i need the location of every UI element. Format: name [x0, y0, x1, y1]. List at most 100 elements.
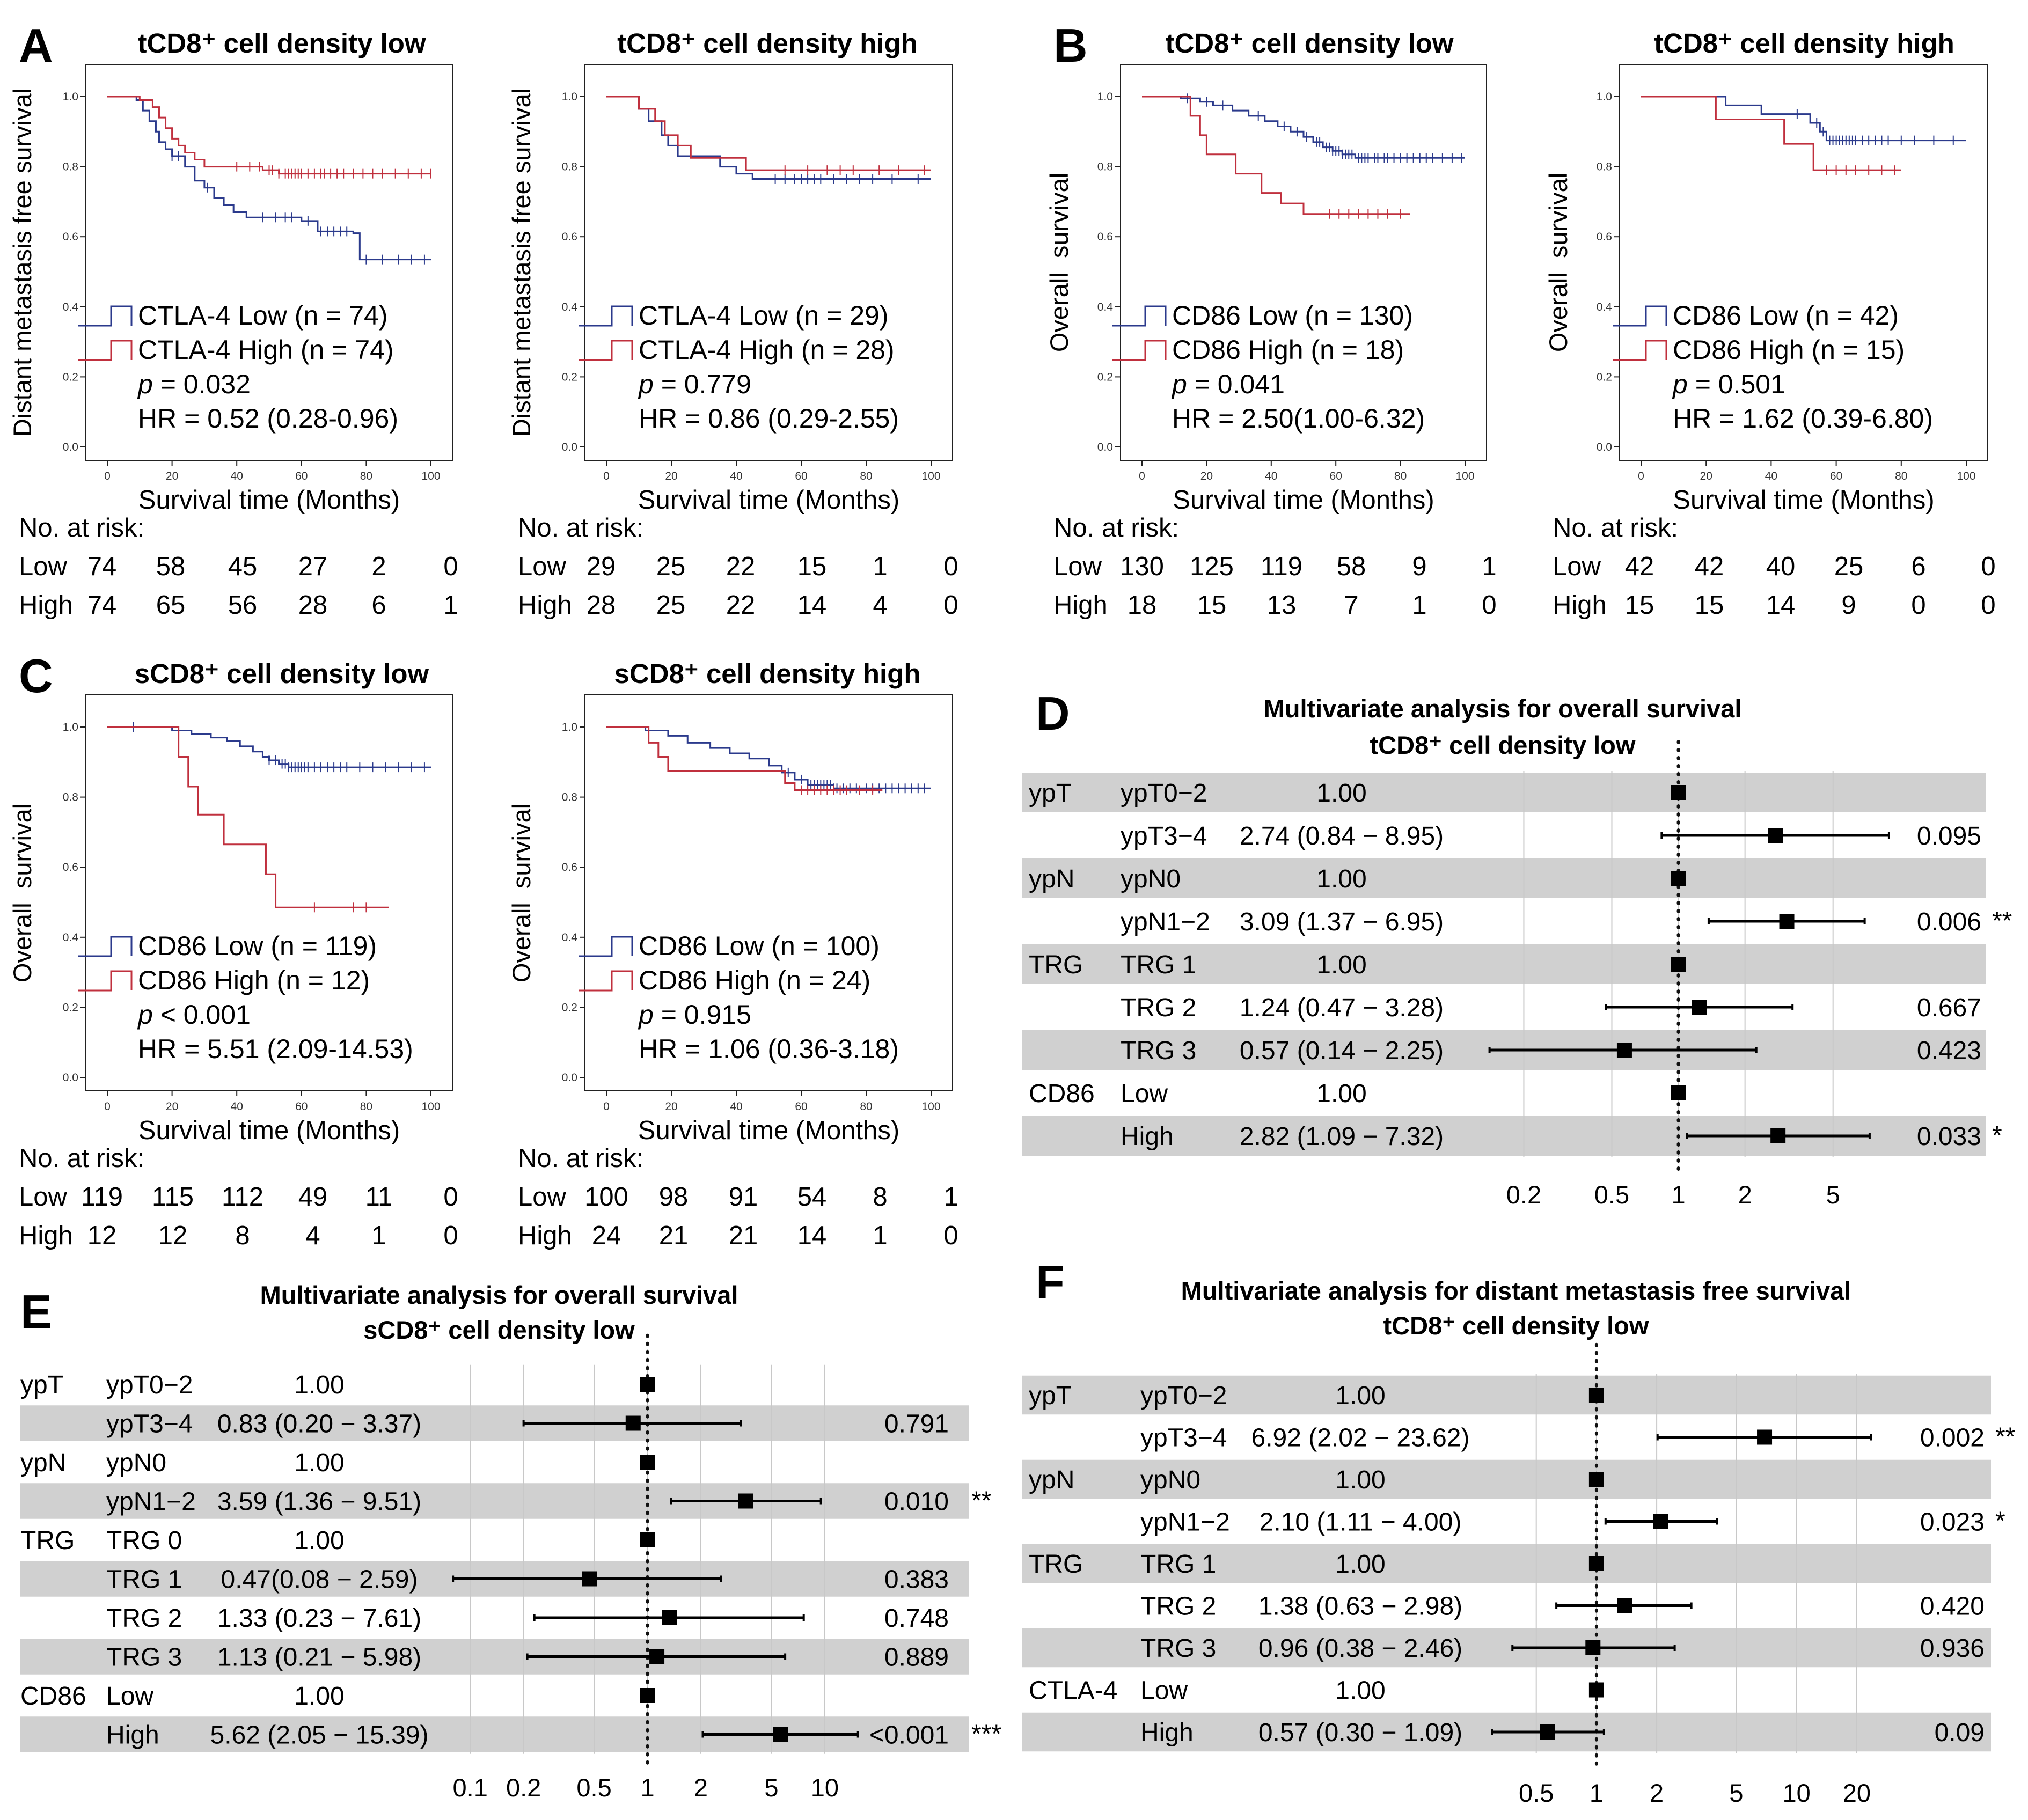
y-tick-label: 0.2: [1597, 371, 1612, 383]
legend-label-high: CD86 High (n = 12): [138, 965, 370, 995]
x-tick-label: 0: [104, 470, 111, 482]
panel-label: E: [20, 1285, 52, 1338]
estimate-label: 3.59 (1.36 − 9.51): [217, 1488, 421, 1516]
p-value: p = 0.779: [638, 369, 751, 399]
hr-point: [738, 1493, 753, 1509]
risk-group-label: High: [19, 591, 73, 620]
variable-label: ypN: [1029, 1466, 1074, 1494]
survival-curve-high: [1142, 96, 1410, 215]
km-panel-6: sCD8⁺ cell density high 0.0 0.2 0.4 0.6 0.8 1.…: [507, 658, 958, 1250]
risk-count: 1: [873, 552, 887, 581]
risk-count: 54: [797, 1183, 827, 1212]
risk-count: 0: [943, 552, 958, 581]
row-band: [1022, 773, 1986, 812]
y-tick-label: 0.2: [63, 1001, 78, 1014]
x-axis-label: Survival time (Months): [1173, 486, 1434, 515]
p-value-label: 0.002: [1920, 1424, 1985, 1452]
legend-label-high: CTLA-4 High (n = 74): [138, 335, 394, 365]
risk-count: 12: [87, 1221, 117, 1250]
y-axis-label: Overall survival: [8, 803, 36, 982]
p-value-text: = 0.501: [1688, 369, 1785, 399]
row-band: [1022, 858, 1986, 898]
p-value-text: < 0.001: [153, 1000, 251, 1030]
risk-count: 13: [1267, 591, 1297, 620]
risk-count: 0: [943, 591, 958, 620]
y-tick-label: 0.4: [1097, 301, 1114, 313]
risk-count: 4: [305, 1221, 320, 1250]
x-tick-label: 5: [764, 1773, 778, 1802]
estimate-label: 1.00: [1335, 1382, 1385, 1410]
p-value-label: 0.010: [884, 1488, 949, 1516]
p-value: p < 0.001: [137, 1000, 251, 1030]
hr-point: [1770, 1128, 1786, 1143]
panel-label: D: [1036, 687, 1070, 740]
estimate-label: 0.47(0.08 − 2.59): [221, 1566, 418, 1594]
legend-label-low: CD86 Low (n = 100): [639, 931, 880, 961]
x-tick-label: 80: [360, 470, 372, 482]
estimate-label: 1.33 (0.23 − 7.61): [217, 1604, 421, 1633]
legend-swatch-low: [78, 936, 133, 957]
risk-count: 115: [152, 1183, 194, 1212]
estimate-label: 2.10 (1.11 − 4.00): [1260, 1508, 1462, 1537]
plot-frame: [1120, 64, 1487, 461]
y-tick-label: 0.2: [562, 1001, 577, 1014]
hr-point: [625, 1415, 641, 1431]
p-value-label: <0.001: [869, 1721, 949, 1750]
risk-count: 1: [943, 1183, 958, 1212]
x-tick-label: 0: [603, 470, 610, 482]
forest-panel-D: D Multivariate analysis for overall survi…: [1022, 687, 2012, 1209]
y-tick-label: 0.2: [562, 371, 577, 383]
hr-point: [1779, 914, 1795, 929]
estimate-label: 6.92 (2.02 − 23.62): [1251, 1424, 1470, 1452]
p-value-label: 0.667: [1917, 994, 1981, 1022]
x-tick-label: 0: [603, 1100, 610, 1113]
row-band: [1022, 1375, 1991, 1415]
p-symbol: p: [137, 369, 153, 399]
x-tick-label: 10: [811, 1773, 839, 1802]
risk-count: 45: [228, 552, 258, 581]
x-tick-label: 0.5: [1519, 1779, 1554, 1807]
y-tick-label: 0.0: [562, 441, 577, 453]
level-label: ypN0: [1121, 865, 1181, 893]
risk-count: 21: [729, 1221, 758, 1250]
row-band: [20, 1405, 969, 1441]
significance-stars: **: [1992, 907, 2012, 935]
x-tick-label: 40: [730, 1100, 742, 1113]
estimate-label: 1.00: [1316, 779, 1366, 808]
estimate-label: 0.57 (0.30 − 1.09): [1258, 1719, 1462, 1747]
level-label: TRG 2: [106, 1604, 182, 1633]
legend-label-high: CTLA-4 High (n = 28): [639, 335, 895, 365]
level-label: High: [1121, 1122, 1174, 1151]
p-value-text: = 0.779: [654, 369, 751, 399]
variable-label: CD86: [20, 1682, 86, 1711]
p-symbol: p: [638, 369, 654, 399]
hr-point: [1588, 1472, 1604, 1487]
y-tick-label: 0.6: [63, 861, 78, 874]
risk-count: 7: [1344, 591, 1358, 620]
risk-count: 15: [1197, 591, 1227, 620]
risk-table-header: No. at risk:: [19, 513, 144, 542]
x-axis-label: Survival time (Months): [638, 486, 899, 515]
legend-label-low: CTLA-4 Low (n = 74): [138, 300, 387, 331]
risk-count: 119: [81, 1183, 123, 1212]
risk-count: 15: [797, 552, 827, 581]
forest-subtitle: tCD8⁺ cell density low: [1370, 731, 1636, 759]
variable-label: TRG: [20, 1527, 75, 1555]
legend-label-high: CD86 High (n = 24): [639, 965, 870, 995]
p-value-label: 0.095: [1917, 822, 1981, 850]
risk-group-label: High: [1053, 591, 1108, 620]
y-tick-label: 0.8: [1597, 161, 1612, 173]
level-label: ypT3−4: [1140, 1424, 1227, 1452]
x-tick-label: 100: [921, 1100, 940, 1113]
panel-title: tCD8⁺ cell density high: [617, 28, 918, 58]
risk-group-label: Low: [518, 552, 567, 581]
x-tick-label: 40: [231, 1100, 243, 1113]
estimate-label: 1.00: [1316, 865, 1366, 893]
variable-label: ypN: [1029, 865, 1074, 893]
risk-count: 1: [443, 591, 458, 620]
risk-count: 24: [592, 1221, 621, 1250]
variable-label: ypT: [1029, 779, 1072, 808]
